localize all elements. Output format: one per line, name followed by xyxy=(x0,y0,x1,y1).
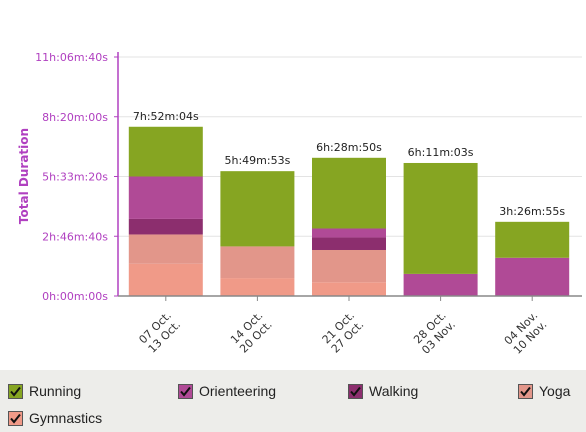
bar-segment-orienteering[interactable] xyxy=(495,257,570,296)
checkbox-icon[interactable] xyxy=(178,383,193,399)
legend-label: Walking xyxy=(369,383,419,399)
bars xyxy=(128,126,570,296)
bar-total-label: 3h:26m:55s xyxy=(499,205,565,218)
axes xyxy=(117,52,582,301)
y-tick-label: 8h:20m:00s xyxy=(42,111,108,124)
bar-segment-running[interactable] xyxy=(128,126,203,177)
bar-segment-orienteering[interactable] xyxy=(128,176,203,219)
legend-item-gymnastics[interactable]: Gymnastics xyxy=(8,408,102,428)
checkbox-icon[interactable] xyxy=(8,383,23,399)
legend-label: Gymnastics xyxy=(29,410,103,426)
legend-item-yoga[interactable]: Yoga xyxy=(518,381,570,401)
legend-label: Yoga xyxy=(539,383,571,399)
x-tick-labels: 07 Oct.13 Oct. 14 Oct.20 Oct. 21 Oct.27 Oc… xyxy=(136,309,549,357)
bar-total-label: 6h:28m:50s xyxy=(316,141,382,154)
y-tick-label: 2h:46m:40s xyxy=(42,230,108,243)
legend-item-running[interactable]: Running xyxy=(8,381,81,401)
bar-segment-gymnastics[interactable] xyxy=(220,278,295,296)
bar-segment-yoga[interactable] xyxy=(128,234,203,264)
y-axis-label: Total Duration xyxy=(17,128,31,224)
checkbox-icon[interactable] xyxy=(518,383,533,399)
legend-item-orienteering[interactable]: Orienteering xyxy=(178,381,276,401)
legend-label: Orienteering xyxy=(199,383,277,399)
y-tick-label: 0h:00m:00s xyxy=(42,290,108,303)
bar-total-label: 7h:52m:04s xyxy=(133,110,199,123)
x-tick-label: 04 Nov.10 Nov. xyxy=(502,309,550,357)
bar-segment-gymnastics[interactable] xyxy=(128,263,203,296)
bar-segment-orienteering[interactable] xyxy=(312,228,386,238)
bar-segment-running[interactable] xyxy=(495,221,570,258)
bar-segment-walking[interactable] xyxy=(128,218,203,235)
bar-total-label: 5h:49m:53s xyxy=(224,154,290,167)
legend: Running Orienteering Walking Yoga Gymnas… xyxy=(0,370,586,432)
bar-segment-gymnastics[interactable] xyxy=(312,282,386,296)
bar-segment-yoga[interactable] xyxy=(220,246,295,279)
bar-total-labels: 7h:52m:04s 5h:49m:53s 6h:28m:50s 6h:11m:03s… xyxy=(133,110,565,218)
checkbox-icon[interactable] xyxy=(8,410,23,426)
bar-total-label: 6h:11m:03s xyxy=(408,146,474,159)
x-tick-label: 28 Oct.03 Nov. xyxy=(411,309,458,357)
bar-segment-yoga[interactable] xyxy=(312,249,386,283)
stacked-bar-chart: 0h:00m:00s 2h:46m:40s 5h:33m:20s 8h:20m:00s… xyxy=(17,51,582,357)
legend-label: Running xyxy=(29,383,82,399)
bar-segment-running[interactable] xyxy=(403,162,478,274)
bar-segment-running[interactable] xyxy=(220,171,295,247)
y-tick-label: 11h:06m:40s xyxy=(35,51,108,64)
checkbox-icon[interactable] xyxy=(348,383,363,399)
bar-segment-walking[interactable] xyxy=(312,237,386,250)
x-tick-label: 07 Oct.13 Oct. xyxy=(136,309,183,356)
legend-item-walking[interactable]: Walking xyxy=(348,381,418,401)
bar-segment-orienteering[interactable] xyxy=(403,273,478,296)
bar-segment-running[interactable] xyxy=(312,157,386,229)
x-tick-label: 14 Oct.20 Oct. xyxy=(228,309,275,356)
y-tick-label: 5h:33m:20s xyxy=(42,171,108,184)
x-tick-label: 21 Oct.27 Oct. xyxy=(320,309,367,356)
y-tick-labels: 0h:00m:00s 2h:46m:40s 5h:33m:20s 8h:20m:00s… xyxy=(35,51,108,303)
